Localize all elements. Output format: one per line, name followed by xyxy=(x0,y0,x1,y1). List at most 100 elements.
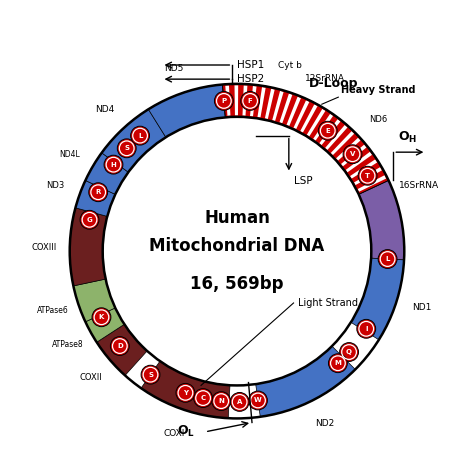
Wedge shape xyxy=(85,308,124,342)
Wedge shape xyxy=(249,84,365,165)
Text: Mitochondrial DNA: Mitochondrial DNA xyxy=(149,237,325,255)
Wedge shape xyxy=(101,109,166,172)
Text: S: S xyxy=(124,146,129,151)
Wedge shape xyxy=(293,100,310,129)
Text: Heavy Strand: Heavy Strand xyxy=(341,85,415,95)
Text: P: P xyxy=(221,98,227,104)
Circle shape xyxy=(343,145,362,164)
Circle shape xyxy=(104,155,123,174)
Text: ND4: ND4 xyxy=(96,105,115,114)
Wedge shape xyxy=(73,279,115,322)
Wedge shape xyxy=(351,258,404,340)
Wedge shape xyxy=(331,131,354,155)
Text: ND4L: ND4L xyxy=(59,150,80,159)
Text: F: F xyxy=(248,98,253,104)
Circle shape xyxy=(212,392,231,410)
Wedge shape xyxy=(307,109,326,137)
Wedge shape xyxy=(325,125,347,150)
Wedge shape xyxy=(222,84,389,194)
Text: COXIII: COXIII xyxy=(31,243,56,252)
Text: L: L xyxy=(385,256,390,262)
Text: Light Strand: Light Strand xyxy=(298,298,358,308)
Text: 12SrRNA: 12SrRNA xyxy=(305,74,345,83)
Wedge shape xyxy=(97,324,147,375)
Text: S: S xyxy=(148,372,153,378)
Text: ATPase6: ATPase6 xyxy=(37,306,69,315)
Text: COXII: COXII xyxy=(80,374,102,383)
Text: I: I xyxy=(365,326,367,332)
Text: H: H xyxy=(110,162,116,168)
Text: HSP2: HSP2 xyxy=(237,74,264,84)
Wedge shape xyxy=(225,85,230,116)
Wedge shape xyxy=(313,114,333,140)
Wedge shape xyxy=(141,361,230,418)
Circle shape xyxy=(194,389,212,408)
Circle shape xyxy=(358,166,377,185)
Wedge shape xyxy=(358,175,386,192)
Text: D: D xyxy=(117,343,123,349)
Wedge shape xyxy=(354,167,382,185)
Circle shape xyxy=(328,354,347,373)
Wedge shape xyxy=(287,97,301,126)
Text: L: L xyxy=(138,133,142,138)
Wedge shape xyxy=(350,159,377,179)
Wedge shape xyxy=(255,346,356,417)
Text: M: M xyxy=(335,360,341,366)
Circle shape xyxy=(131,126,149,145)
Text: ND6: ND6 xyxy=(369,115,387,124)
Wedge shape xyxy=(257,87,265,118)
Wedge shape xyxy=(75,181,115,216)
Wedge shape xyxy=(148,84,225,137)
Text: G: G xyxy=(87,217,92,223)
Circle shape xyxy=(214,91,233,110)
Circle shape xyxy=(340,343,358,362)
Text: 16, 569bp: 16, 569bp xyxy=(190,275,284,293)
Text: T: T xyxy=(365,173,370,179)
Wedge shape xyxy=(319,119,340,145)
Text: ATPase8: ATPase8 xyxy=(52,340,84,349)
Circle shape xyxy=(117,139,136,158)
Circle shape xyxy=(92,308,111,327)
Text: R: R xyxy=(95,189,101,195)
Wedge shape xyxy=(265,89,275,119)
Text: Cyt b: Cyt b xyxy=(278,61,302,70)
Wedge shape xyxy=(341,145,366,166)
Text: Human: Human xyxy=(204,209,270,227)
Wedge shape xyxy=(237,84,328,138)
Text: ND5: ND5 xyxy=(164,64,184,73)
Text: D-Loop: D-Loop xyxy=(309,77,358,91)
Circle shape xyxy=(319,121,337,140)
Wedge shape xyxy=(340,144,404,260)
Text: W: W xyxy=(254,398,262,403)
Wedge shape xyxy=(250,86,256,117)
Text: ND2: ND2 xyxy=(315,419,334,428)
Wedge shape xyxy=(272,91,283,121)
Wedge shape xyxy=(346,152,372,173)
Circle shape xyxy=(141,365,160,384)
Circle shape xyxy=(230,392,249,411)
Text: E: E xyxy=(325,128,330,134)
Text: COXI: COXI xyxy=(164,429,185,438)
Circle shape xyxy=(378,250,397,268)
Circle shape xyxy=(176,383,195,402)
Text: $\mathbf{O_H}$: $\mathbf{O_H}$ xyxy=(398,130,417,145)
Text: ND1: ND1 xyxy=(412,303,431,312)
Text: 16SrRNA: 16SrRNA xyxy=(399,181,438,190)
Wedge shape xyxy=(300,104,318,133)
Text: K: K xyxy=(99,314,104,320)
Circle shape xyxy=(241,91,260,110)
Wedge shape xyxy=(70,208,107,286)
Text: $\mathbf{O_L}$: $\mathbf{O_L}$ xyxy=(177,424,195,439)
Text: C: C xyxy=(201,395,206,401)
Circle shape xyxy=(89,183,108,201)
Wedge shape xyxy=(280,93,292,123)
Circle shape xyxy=(110,337,129,356)
Text: ND3: ND3 xyxy=(46,181,64,190)
Circle shape xyxy=(248,391,267,410)
Circle shape xyxy=(357,319,376,338)
Text: HSP1: HSP1 xyxy=(237,60,264,70)
Text: Y: Y xyxy=(183,390,188,396)
Text: LSP: LSP xyxy=(293,176,312,186)
Wedge shape xyxy=(323,123,374,174)
Text: N: N xyxy=(219,398,224,404)
